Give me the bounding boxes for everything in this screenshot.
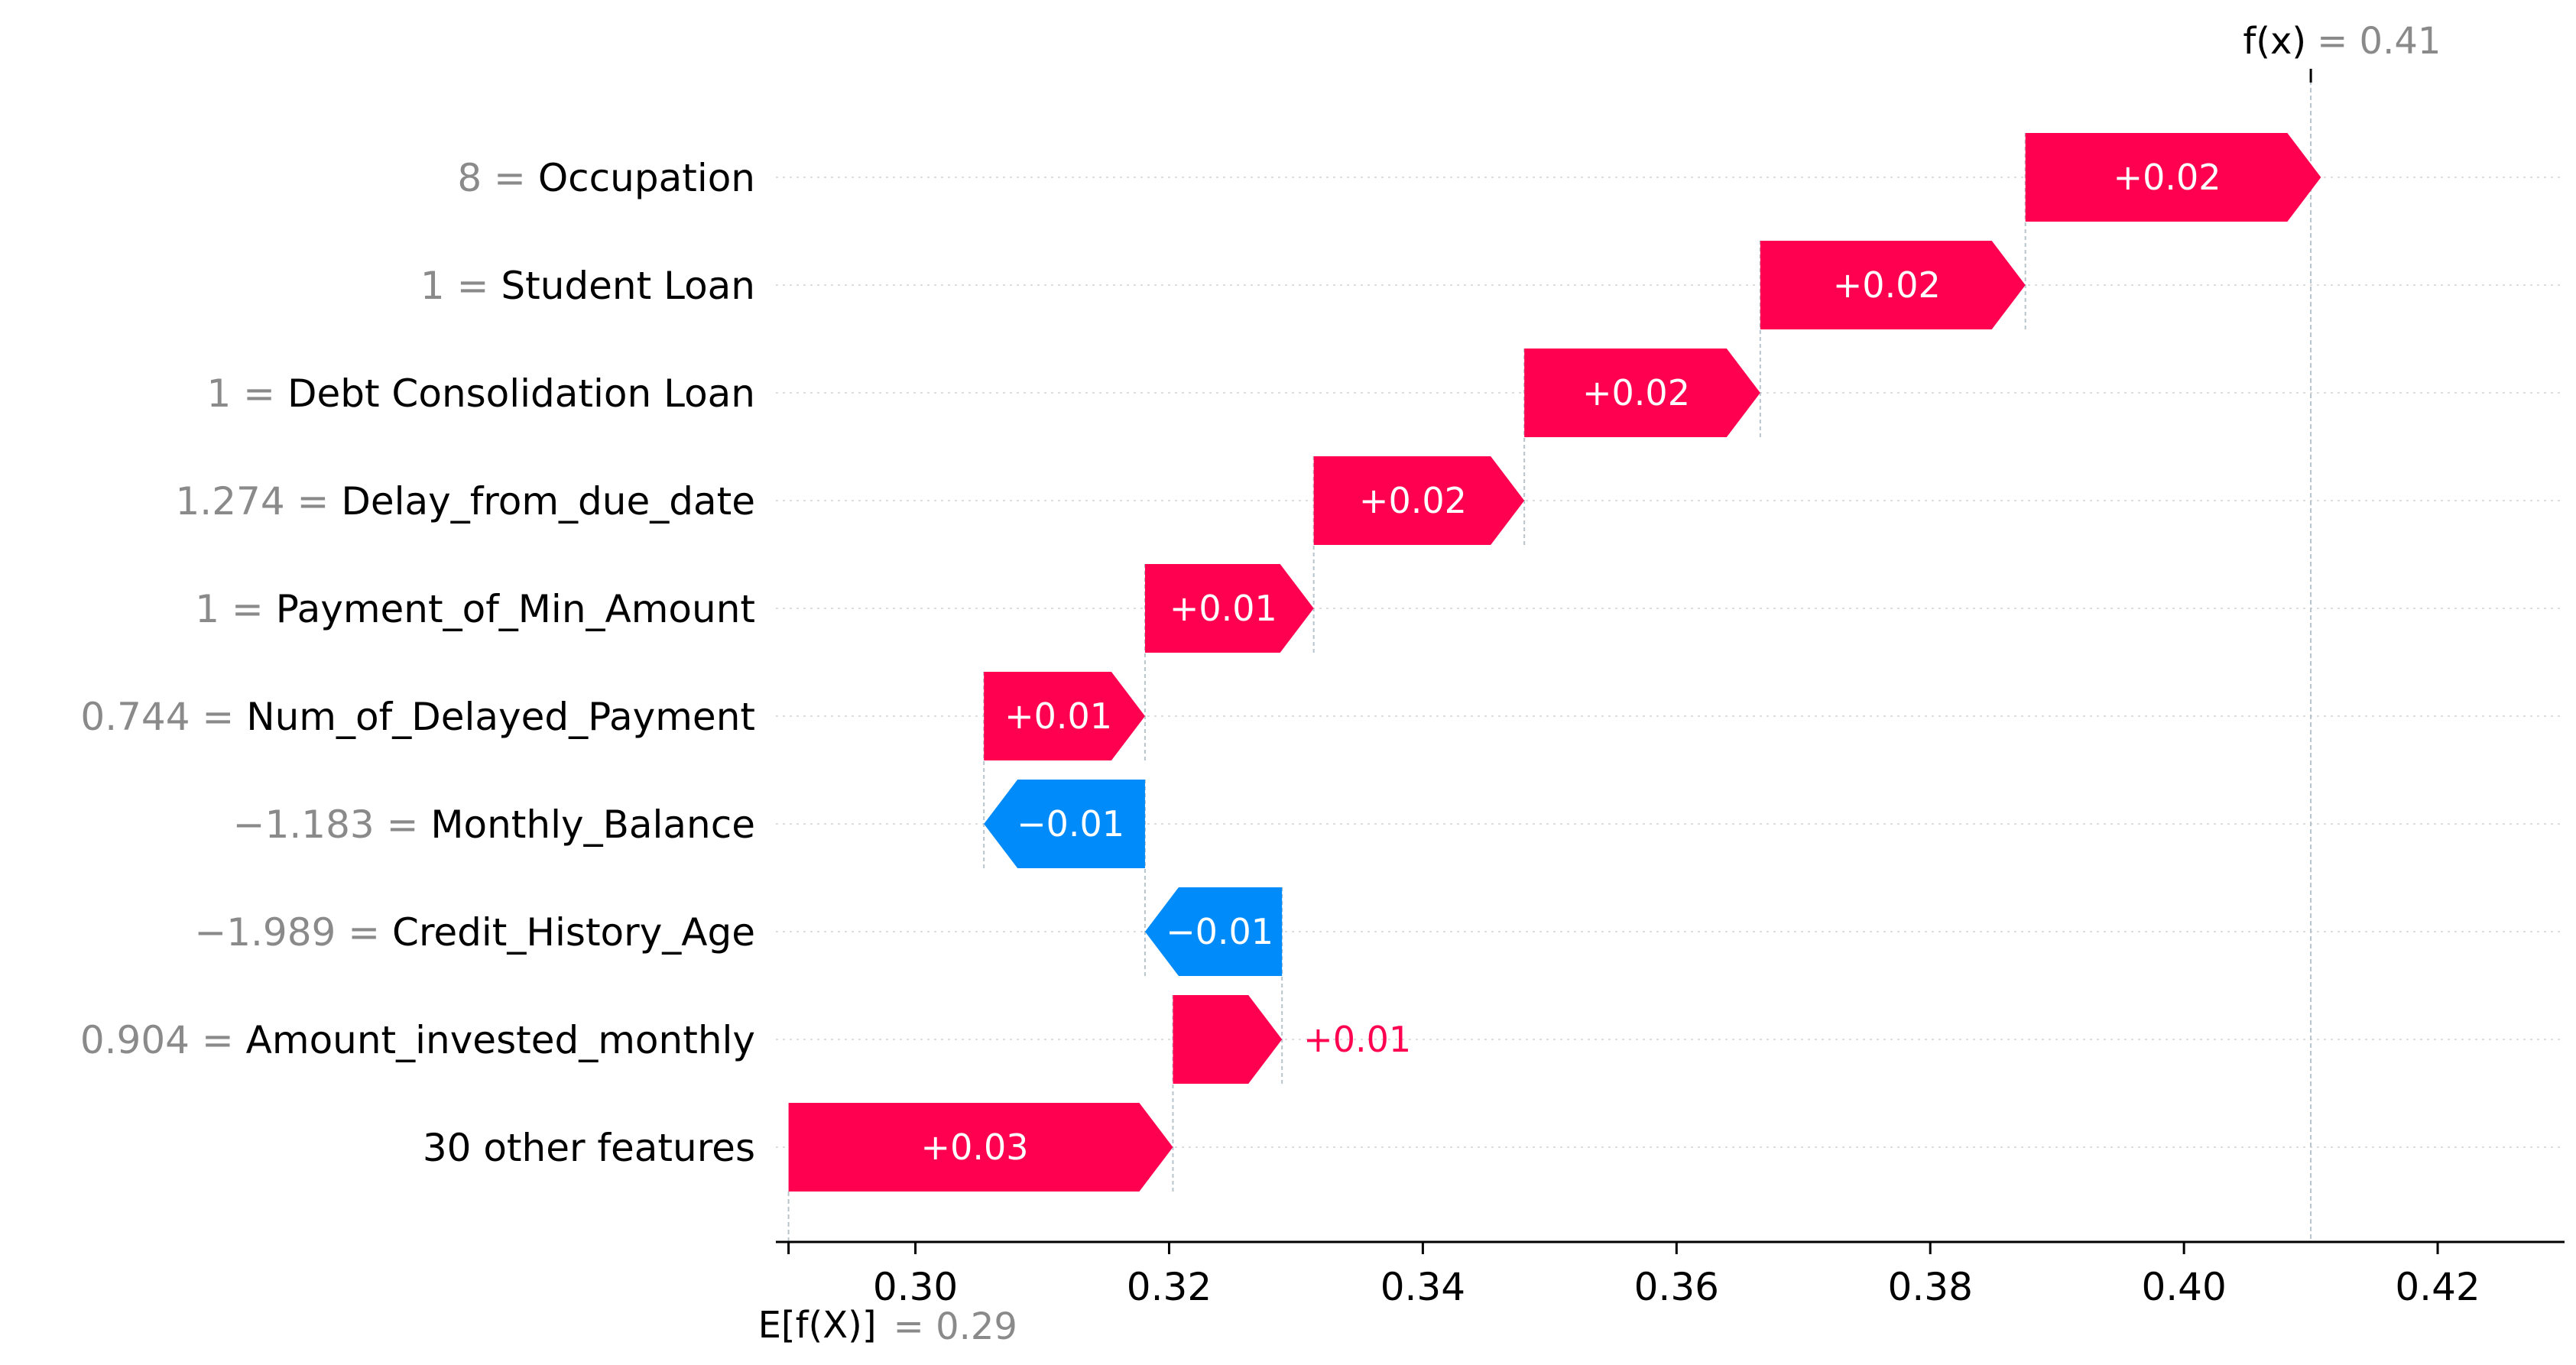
bar bbox=[1144, 887, 1283, 976]
feature-name: Debt Consolidation Loan bbox=[287, 371, 755, 416]
feature-label: 0.744 = Num_of_Delayed_Payment bbox=[80, 695, 755, 739]
x-tick-label: 0.42 bbox=[2395, 1265, 2480, 1309]
bar-value-label: +0.01 bbox=[1303, 1019, 1411, 1060]
connector-lines bbox=[787, 69, 2312, 1242]
feature-name: 30 other features bbox=[423, 1126, 755, 1170]
bar-value-label: +0.03 bbox=[921, 1127, 1029, 1168]
bar bbox=[1524, 349, 1760, 437]
x-tick-label: 0.34 bbox=[1380, 1265, 1465, 1309]
feature-value: 8 = bbox=[457, 156, 538, 200]
bar-value-label: +0.01 bbox=[1170, 588, 1277, 629]
feature-label: 1.274 = Delay_from_due_date bbox=[175, 479, 755, 524]
feature-name: Credit_History_Age bbox=[392, 910, 755, 955]
feature-label: −1.989 = Credit_History_Age bbox=[194, 910, 755, 955]
feature-value: 1 = bbox=[420, 264, 501, 308]
base-value-label: E[f(X)] bbox=[758, 1304, 877, 1347]
bar-value-label: −0.01 bbox=[1166, 911, 1273, 952]
feature-label: 8 = Occupation bbox=[457, 156, 755, 200]
feature-value: 1.274 = bbox=[175, 479, 341, 524]
bar bbox=[984, 672, 1145, 760]
bar bbox=[2025, 133, 2321, 222]
feature-label: 1 = Payment_of_Min_Amount bbox=[195, 587, 755, 631]
bar bbox=[1313, 456, 1525, 545]
feature-label: 1 = Student Loan bbox=[420, 264, 755, 308]
feature-label: −1.183 = Monthly_Balance bbox=[233, 802, 755, 847]
feature-name: Student Loan bbox=[501, 264, 755, 308]
feature-name: Amount_invested_monthly bbox=[246, 1018, 755, 1062]
final-value-label: f(x) bbox=[2243, 20, 2306, 63]
feature-label: 0.904 = Amount_invested_monthly bbox=[80, 1018, 755, 1062]
bar-value-label: −0.01 bbox=[1017, 803, 1124, 845]
x-axis: 0.30 0.32 0.34 0.36 0.38 0.40 0.42 bbox=[776, 1240, 2565, 1309]
feature-value: 0.744 = bbox=[80, 695, 246, 739]
bar bbox=[788, 1103, 1173, 1192]
x-tick-label: 0.40 bbox=[2141, 1265, 2226, 1309]
final-value-text: = 0.41 bbox=[2317, 20, 2441, 63]
base-value-text: = 0.29 bbox=[894, 1305, 1017, 1348]
feature-label: 30 other features bbox=[423, 1126, 755, 1170]
x-tick-label: 0.32 bbox=[1127, 1265, 1212, 1309]
bar bbox=[1173, 995, 1283, 1084]
bar-value-label: +0.01 bbox=[1004, 695, 1112, 737]
bars: +0.02 +0.02 +0.02 +0.02 +0.01 +0.01 −0.01 −0.01… bbox=[788, 133, 2321, 1192]
feature-value: −1.989 = bbox=[194, 910, 392, 955]
bar bbox=[984, 780, 1145, 868]
feature-value: −1.183 = bbox=[233, 802, 431, 847]
feature-name: Delay_from_due_date bbox=[341, 479, 755, 524]
feature-value: 1 = bbox=[206, 371, 287, 416]
x-tick-label: 0.36 bbox=[1634, 1265, 1719, 1309]
feature-name: Payment_of_Min_Amount bbox=[276, 587, 755, 631]
x-tick-label: 0.38 bbox=[1888, 1265, 1973, 1309]
x-tick-label: 0.30 bbox=[873, 1265, 958, 1309]
bar-value-label: +0.02 bbox=[1359, 480, 1467, 521]
bar bbox=[1760, 241, 2026, 329]
feature-name: Occupation bbox=[538, 156, 755, 200]
feature-name: Monthly_Balance bbox=[430, 802, 755, 847]
bar-value-label: +0.02 bbox=[1833, 264, 1941, 306]
feature-label: 1 = Debt Consolidation Loan bbox=[206, 371, 755, 416]
feature-value: 1 = bbox=[195, 587, 276, 631]
feature-name: Num_of_Delayed_Payment bbox=[246, 695, 755, 739]
annotations: f(x) = 0.41 E[f(X)] = 0.29 bbox=[758, 20, 2441, 1348]
row-gridlines bbox=[776, 177, 2565, 1148]
bar-value-label: +0.02 bbox=[1582, 372, 1690, 413]
bar-value-label: +0.02 bbox=[2114, 157, 2221, 198]
feature-value: 0.904 = bbox=[80, 1018, 246, 1062]
bar bbox=[1144, 564, 1314, 653]
